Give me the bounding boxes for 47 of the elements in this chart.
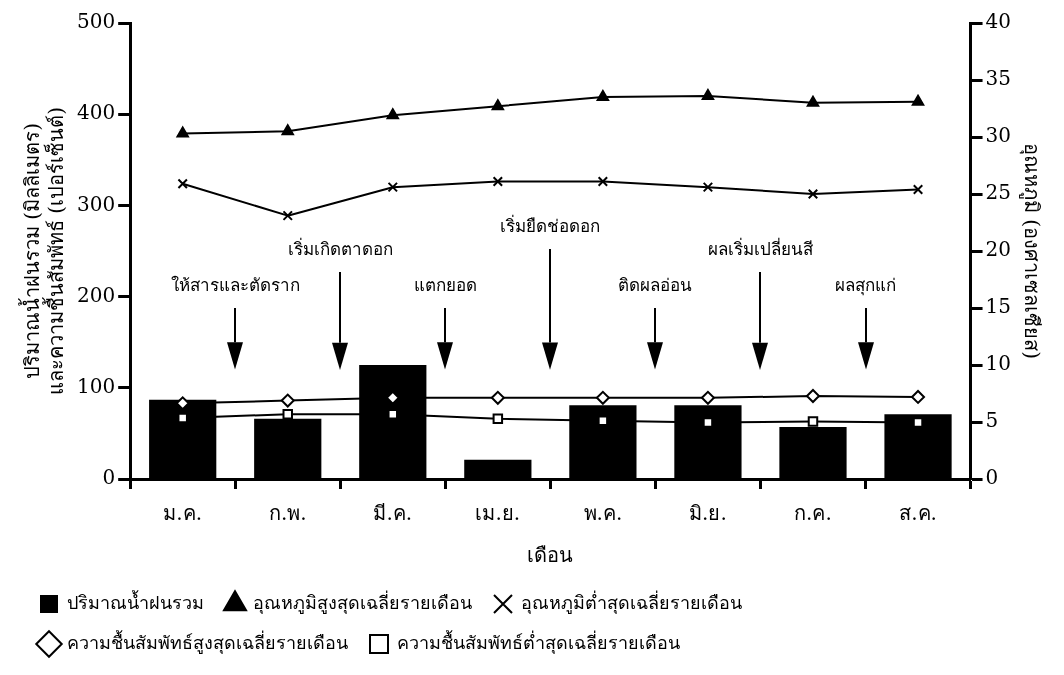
x-tick-label: ก.ค.: [794, 501, 832, 526]
y-tick-label: 500: [76, 9, 116, 34]
y-tick-label: 400: [76, 100, 116, 125]
y2-tick-label: 30: [985, 123, 1011, 148]
text: และความชื้นสัมพัทธ์ (เปอร์เซ็นต์): [44, 107, 69, 395]
y-tick-label: 200: [76, 282, 116, 307]
legend-label: ปริมาณน้ำฝนรวม: [67, 589, 204, 613]
point: [595, 390, 610, 405]
y-tick-label: 300: [76, 191, 116, 216]
y2-tick-label: 35: [985, 66, 1011, 91]
y2-tick-label: 40: [985, 9, 1011, 34]
annotation: ผลสุกแก่: [835, 275, 896, 297]
x-tick-label: ม.ค.: [163, 501, 203, 526]
x-tick-label: เม.ย.: [475, 501, 521, 526]
x-tick-label: มิ.ย.: [689, 501, 727, 526]
point: [490, 390, 505, 405]
annotation: ให้สารและตัดราก: [170, 275, 300, 296]
x-tick-label: ก.พ.: [268, 501, 307, 526]
annotation: เริ่มยืดช่อดอก: [500, 214, 601, 236]
point: [911, 389, 926, 404]
y2-tick-label: 15: [985, 294, 1011, 319]
point: [805, 389, 820, 404]
y2-tick-label: 20: [985, 237, 1011, 262]
annotation: ผลเริ่มเปลี่ยนสี: [707, 236, 814, 259]
annotation: เริ่มเกิดตาดอก: [287, 236, 393, 259]
y2-tick-label: 5: [985, 408, 999, 433]
x-axis-title: เดือน: [527, 543, 574, 568]
x-tick-label: ส.ค.: [899, 501, 937, 526]
legend-label: อุณหภูมิต่ำสุดเฉลี่ยรายเดือน: [521, 589, 742, 614]
annotation: ติดผลอ่อน: [618, 275, 693, 296]
point: [807, 416, 819, 427]
y-tick-label: 100: [76, 374, 116, 398]
annotation: แตกยอด: [413, 275, 477, 296]
legend-label: ความชื้นสัมพัทธ์ต่ำสุดเฉลี่ยรายเดือน: [397, 629, 680, 654]
point: [280, 393, 295, 408]
x-tick-label: พ.ค.: [583, 501, 623, 526]
point: [700, 390, 715, 405]
point: [282, 409, 293, 420]
legend-label: อุณหภูมิสูงสุดเฉลี่ยรายเดือน: [253, 589, 472, 614]
x-tick-label: มี.ค.: [373, 501, 413, 526]
y2-axis-title: อุณหภูมิ (องศาเซลเซียส): [1018, 143, 1044, 359]
y2-tick-label: 10: [985, 351, 1011, 376]
y2-tick-label: 25: [985, 180, 1011, 205]
y2-tick-label: 0: [985, 465, 999, 490]
y-tick-label: 0: [102, 465, 116, 490]
legend-label: ความชื้นสัมพัทธ์สูงสุดเฉลี่ยรายเดือน: [67, 629, 348, 654]
point: [492, 413, 504, 425]
